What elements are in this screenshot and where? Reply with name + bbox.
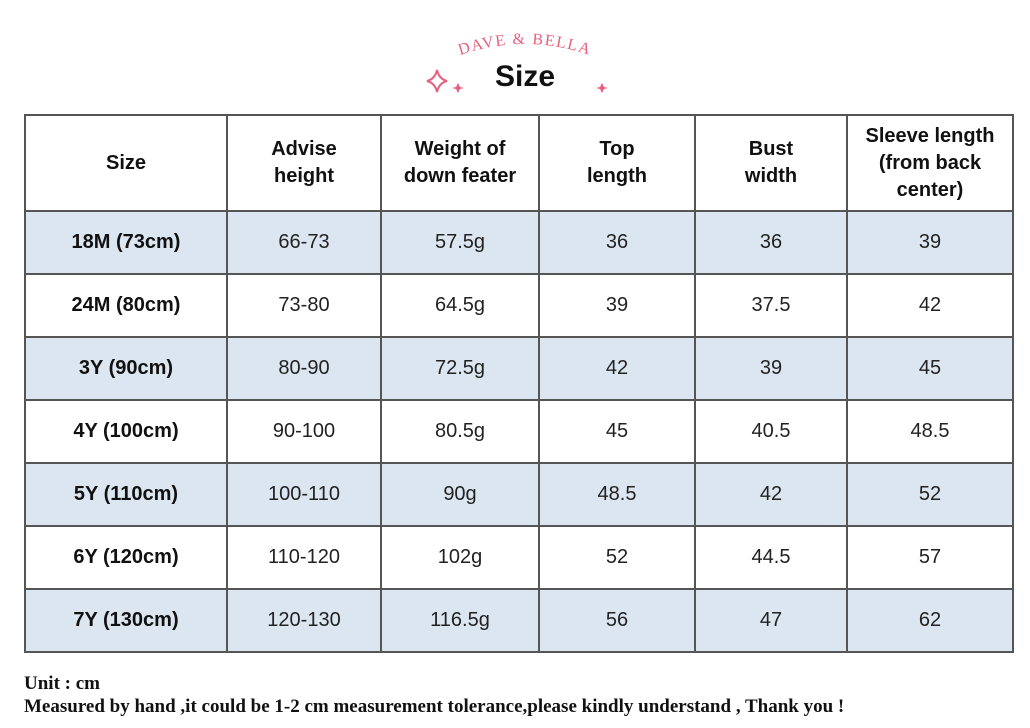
bust-width-cell: 36 — [694, 210, 848, 275]
advise-height-cell: 110-120 — [226, 525, 382, 590]
weight-cell: 57.5g — [380, 210, 540, 275]
size-cell: 24M (80cm) — [24, 273, 228, 338]
top-length-cell: 36 — [538, 210, 696, 275]
bust-width-cell: 47 — [694, 588, 848, 653]
advise-height-cell: 80-90 — [226, 336, 382, 401]
sparkle-icon-small — [596, 83, 608, 93]
footnote: Unit : cm Measured by hand ,it could be … — [24, 672, 1024, 718]
top-length-cell: 45 — [538, 399, 696, 464]
advise-height-cell: 90-100 — [226, 399, 382, 464]
size-cell: 3Y (90cm) — [24, 336, 228, 401]
bust-width-cell: 40.5 — [694, 399, 848, 464]
weight-cell: 102g — [380, 525, 540, 590]
size-cell: 4Y (100cm) — [24, 399, 228, 464]
tolerance-note: Measured by hand ,it could be 1-2 cm mea… — [24, 696, 845, 717]
table-row: 4Y (100cm) 90-100 80.5g 45 40.5 48.5 — [24, 399, 1014, 464]
header-top-length: Top length — [538, 114, 696, 212]
sleeve-length-cell: 48.5 — [846, 399, 1014, 464]
table-row: 7Y (130cm) 120-130 116.5g 56 47 62 — [24, 588, 1014, 653]
unit-note: Unit : cm — [24, 673, 100, 694]
top-length-cell: 42 — [538, 336, 696, 401]
size-cell: 7Y (130cm) — [24, 588, 228, 653]
sleeve-length-cell: 57 — [846, 525, 1014, 590]
header-weight-of-down-feater: Weight of down feater — [380, 114, 540, 212]
top-length-cell: 48.5 — [538, 462, 696, 527]
sleeve-length-cell: 45 — [846, 336, 1014, 401]
table-header-row: Size Advise height Weight of down feater T… — [24, 114, 1014, 212]
size-cell: 6Y (120cm) — [24, 525, 228, 590]
table-row: 6Y (120cm) 110-120 102g 52 44.5 57 — [24, 525, 1014, 590]
brand-logo-text: DAVE & BELLA — [456, 31, 594, 59]
bust-width-cell: 42 — [694, 462, 848, 527]
brand-logo: DAVE & BELLA — [426, 31, 608, 93]
sleeve-length-cell: 42 — [846, 273, 1014, 338]
sleeve-length-cell: 62 — [846, 588, 1014, 653]
advise-height-cell: 100-110 — [226, 462, 382, 527]
sleeve-length-cell: 52 — [846, 462, 1014, 527]
size-cell: 5Y (110cm) — [24, 462, 228, 527]
weight-cell: 90g — [380, 462, 540, 527]
advise-height-cell: 73-80 — [226, 273, 382, 338]
page-title: Size — [494, 60, 556, 93]
weight-cell: 116.5g — [380, 588, 540, 653]
sleeve-length-cell: 39 — [846, 210, 1014, 275]
header-sleeve-length: Sleeve length (from back center) — [846, 114, 1014, 212]
header-bust-width: Bust width — [694, 114, 848, 212]
header-advise-height: Advise height — [226, 114, 382, 212]
top-length-cell: 56 — [538, 588, 696, 653]
table-row: 3Y (90cm) 80-90 72.5g 42 39 45 — [24, 336, 1014, 401]
top-length-cell: 52 — [538, 525, 696, 590]
weight-cell: 64.5g — [380, 273, 540, 338]
advise-height-cell: 66-73 — [226, 210, 382, 275]
weight-cell: 72.5g — [380, 336, 540, 401]
bust-width-cell: 37.5 — [694, 273, 848, 338]
table-row: 5Y (110cm) 100-110 90g 48.5 42 52 — [24, 462, 1014, 527]
brand-header: DAVE & BELLA — [0, 0, 1030, 110]
bust-width-cell: 39 — [694, 336, 848, 401]
table-row: 24M (80cm) 73-80 64.5g 39 37.5 42 — [24, 273, 1014, 338]
size-cell: 18M (73cm) — [24, 210, 228, 275]
size-chart-table: Size Advise height Weight of down feater T… — [24, 114, 1014, 653]
header-size: Size — [24, 114, 228, 212]
top-length-cell: 39 — [538, 273, 696, 338]
table-row: 18M (73cm) 66-73 57.5g 36 36 39 — [24, 210, 1014, 275]
weight-cell: 80.5g — [380, 399, 540, 464]
bust-width-cell: 44.5 — [694, 525, 848, 590]
sparkle-icon — [426, 69, 464, 93]
advise-height-cell: 120-130 — [226, 588, 382, 653]
